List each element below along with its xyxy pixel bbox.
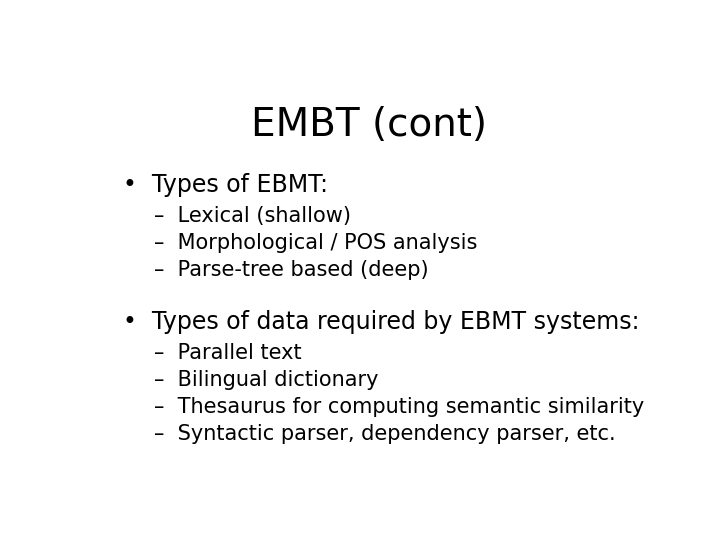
Text: •  Types of EBMT:: • Types of EBMT:: [124, 173, 328, 197]
Text: –  Bilingual dictionary: – Bilingual dictionary: [154, 370, 379, 390]
Text: –  Parallel text: – Parallel text: [154, 343, 302, 363]
Text: –  Thesaurus for computing semantic similarity: – Thesaurus for computing semantic simil…: [154, 397, 644, 417]
Text: –  Syntactic parser, dependency parser, etc.: – Syntactic parser, dependency parser, e…: [154, 424, 616, 444]
Text: –  Morphological / POS analysis: – Morphological / POS analysis: [154, 233, 477, 253]
Text: EMBT (cont): EMBT (cont): [251, 106, 487, 144]
Text: –  Lexical (shallow): – Lexical (shallow): [154, 206, 351, 226]
Text: –  Parse-tree based (deep): – Parse-tree based (deep): [154, 260, 429, 280]
Text: •  Types of data required by EBMT systems:: • Types of data required by EBMT systems…: [124, 310, 640, 334]
